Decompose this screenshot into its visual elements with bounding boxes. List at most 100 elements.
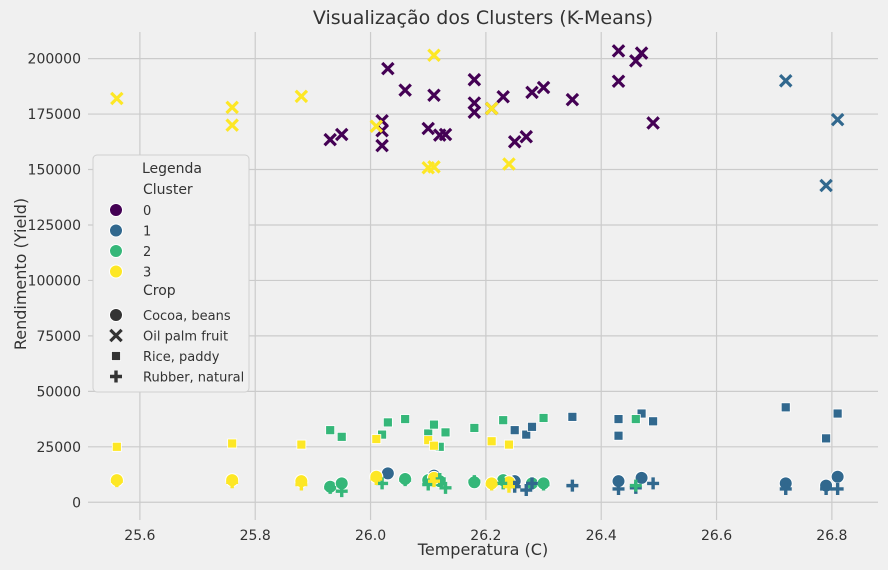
data-point	[225, 100, 239, 115]
data-point	[427, 88, 441, 102]
data-point	[648, 416, 659, 427]
data-point	[468, 475, 481, 488]
y-tick-label: 75000	[36, 329, 81, 345]
data-point	[647, 477, 660, 490]
data-point	[381, 61, 395, 76]
data-point	[820, 482, 833, 495]
y-tick-label: 150000	[28, 163, 81, 179]
legend-crop-marker	[109, 328, 123, 343]
x-tick-label: 26.2	[470, 528, 501, 544]
data-point	[398, 83, 412, 97]
data-point	[526, 477, 539, 490]
data-point	[636, 408, 647, 419]
y-tick-label: 100000	[28, 273, 81, 289]
data-point	[427, 475, 440, 488]
data-point	[334, 127, 349, 142]
data-point	[427, 160, 441, 174]
data-point	[502, 480, 515, 493]
y-tick-label: 0	[72, 495, 81, 511]
data-point	[225, 118, 239, 132]
data-point	[780, 402, 791, 413]
data-point	[485, 478, 498, 491]
data-point	[830, 112, 845, 127]
legend-cluster-marker	[109, 244, 123, 258]
y-tick-label: 200000	[28, 52, 81, 68]
x-tick-label: 26.0	[355, 528, 386, 544]
data-point	[433, 472, 446, 485]
data-point	[831, 482, 844, 495]
y-tick-label: 125000	[28, 218, 81, 234]
data-point	[502, 157, 516, 171]
data-point	[335, 485, 348, 498]
legend-crop-label: Cocoa, beans	[143, 309, 231, 324]
legend: Legenda Cluster Crop 0 1 2 3 Cocoa, beans Oil…	[92, 154, 250, 393]
data-point	[566, 479, 579, 492]
data-points	[109, 44, 845, 498]
data-point	[486, 436, 497, 447]
legend-style-title: Crop	[143, 283, 176, 299]
legend-hue-title: Cluster	[143, 182, 193, 198]
data-point	[323, 132, 337, 147]
legend-crop-marker	[109, 308, 123, 322]
data-point	[429, 440, 439, 451]
data-point	[439, 481, 452, 494]
legend-crop-label: Oil palm fruit	[143, 330, 228, 345]
data-point	[467, 72, 482, 87]
data-point	[504, 439, 514, 450]
data-point	[429, 419, 439, 430]
tick-labels: 25.6 25.8 26.0 26.2 26.4 26.6 26.8 0 25000 50000 7…	[28, 52, 848, 544]
data-point	[375, 138, 389, 153]
legend-cluster-label: 3	[143, 266, 151, 281]
data-point	[821, 433, 832, 444]
data-point	[646, 116, 660, 130]
data-point	[438, 127, 453, 142]
legend-title: Legenda	[142, 161, 202, 177]
data-point	[226, 476, 239, 489]
data-point	[536, 80, 551, 95]
y-tick-label: 175000	[28, 107, 81, 123]
data-point	[830, 469, 845, 484]
x-tick-label: 26.4	[586, 528, 617, 544]
data-point	[520, 484, 533, 497]
legend-crop-label: Rice, paddy	[143, 350, 220, 365]
legend-entries: 0 1 2 3 Cocoa, beans Oil palm fruit Rice, padd…	[109, 203, 244, 386]
data-point	[629, 479, 642, 492]
x-tick-label: 25.8	[240, 528, 271, 544]
data-point	[423, 435, 434, 446]
data-point	[538, 413, 549, 423]
legend-cluster-marker	[109, 203, 123, 217]
data-point	[509, 425, 520, 436]
data-point	[294, 89, 309, 104]
data-point	[612, 482, 625, 495]
data-point	[382, 417, 393, 428]
data-point	[227, 438, 238, 449]
data-point	[779, 482, 792, 495]
data-point	[565, 92, 580, 107]
data-point	[421, 121, 435, 136]
data-point	[507, 135, 522, 149]
data-point	[611, 44, 626, 58]
data-point	[484, 101, 499, 116]
data-point	[325, 425, 336, 436]
data-point	[819, 178, 833, 193]
data-point	[567, 411, 578, 422]
y-tick-label: 25000	[36, 440, 81, 456]
data-point	[778, 74, 793, 88]
legend-cluster-marker	[109, 223, 123, 238]
data-point	[467, 105, 482, 120]
data-point	[525, 85, 539, 100]
legend-cluster-marker	[109, 264, 123, 279]
x-tick-label: 26.6	[701, 528, 732, 544]
data-point	[519, 129, 534, 144]
legend-cluster-label: 1	[143, 225, 151, 240]
data-point	[370, 472, 383, 485]
data-point	[467, 96, 482, 110]
x-tick-label: 26.8	[816, 528, 847, 544]
data-point	[427, 48, 441, 63]
data-point	[613, 414, 624, 424]
data-point	[630, 414, 641, 424]
y-axis-label: Rendimento (Yield)	[11, 198, 30, 350]
data-point	[399, 474, 412, 487]
